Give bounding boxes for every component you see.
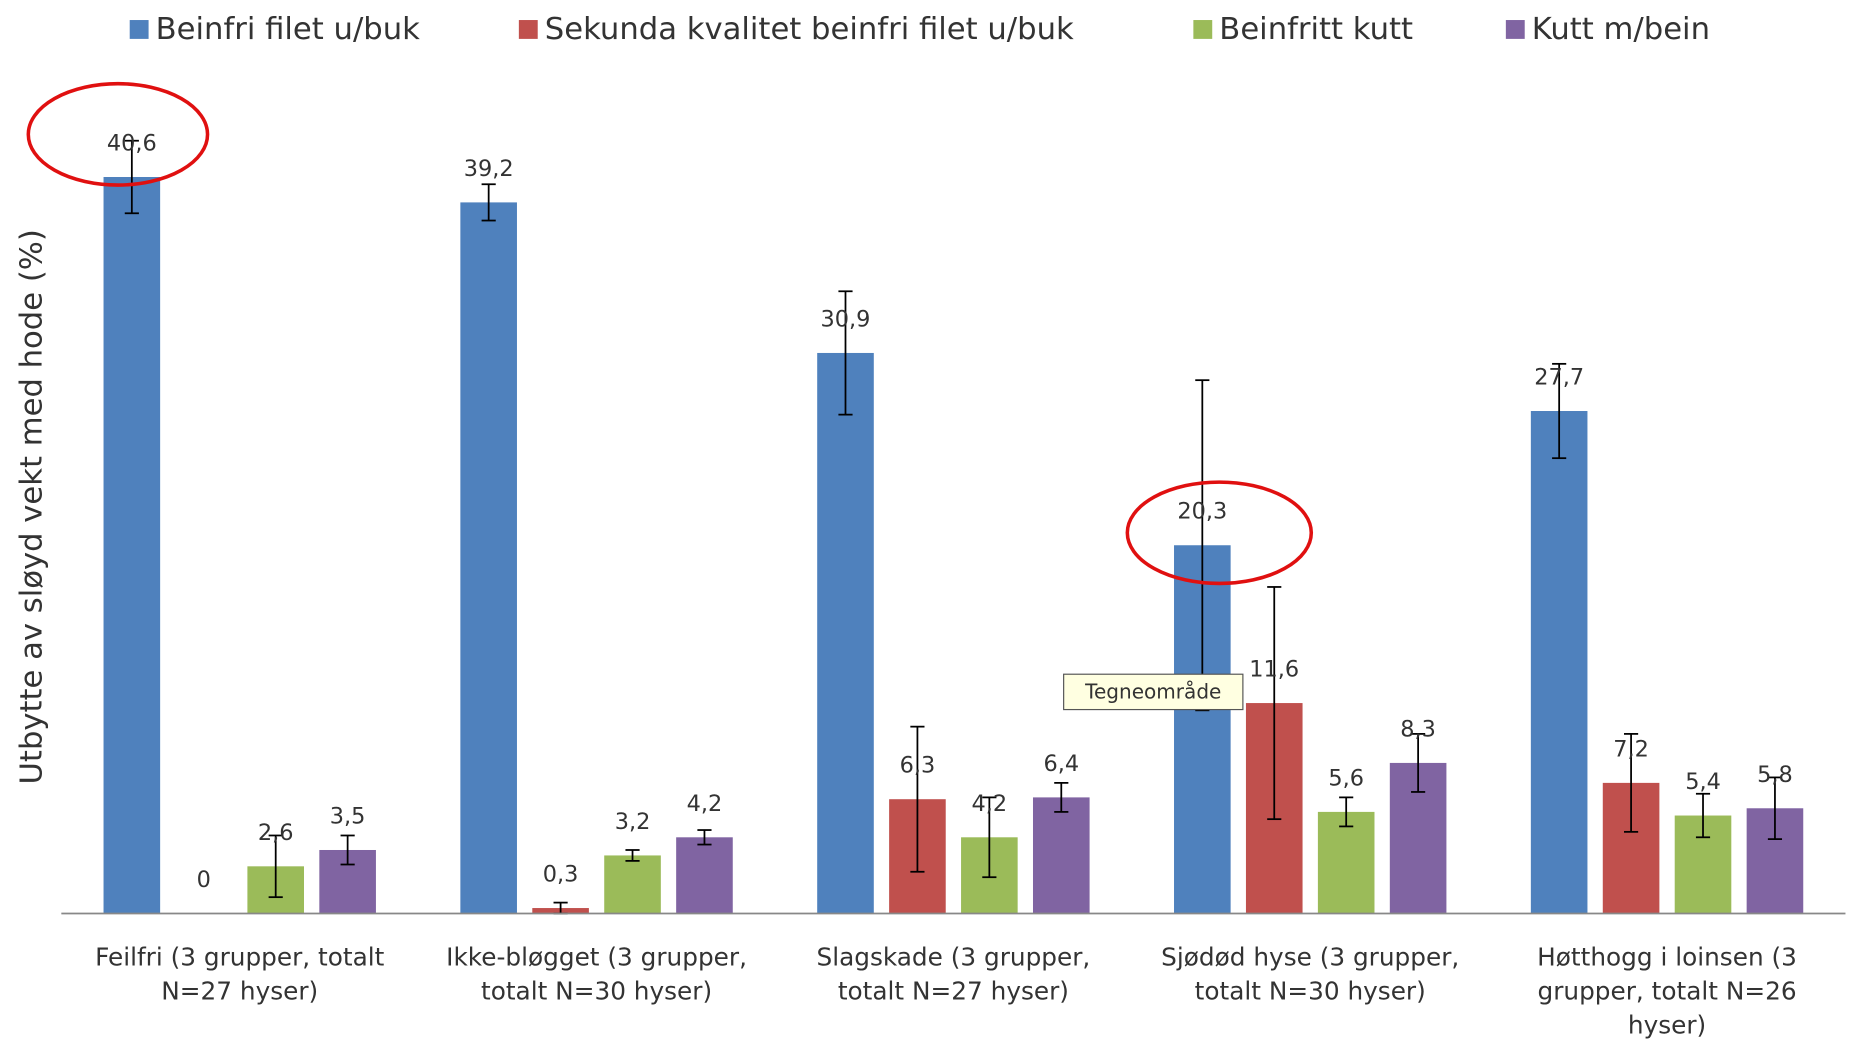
- data-label: 7,2: [1613, 736, 1649, 762]
- legend-label: Sekunda kvalitet beinfri filet u/buk: [545, 12, 1074, 47]
- legend-label: Beinfritt kutt: [1219, 12, 1413, 47]
- data-label: 4,2: [972, 791, 1008, 817]
- data-label: 5,6: [1328, 765, 1364, 791]
- data-label: 39,2: [464, 156, 514, 182]
- legend-label: Beinfri filet u/buk: [156, 12, 421, 47]
- data-label: 0,3: [543, 862, 579, 888]
- bar: [1317, 811, 1375, 914]
- data-label: 8,3: [1400, 716, 1436, 742]
- legend-label: Kutt m/bein: [1532, 12, 1710, 47]
- highlight-circle: [1125, 480, 1314, 586]
- legend-swatch: [129, 20, 149, 39]
- x-tick-label: Feilfri (3 grupper, totalt: [95, 942, 385, 971]
- x-tick-label: Sjødød hyse (3 grupper,: [1161, 942, 1459, 971]
- x-tick-label: Slagskade (3 grupper,: [816, 942, 1090, 971]
- data-label: 5,8: [1757, 762, 1793, 788]
- bar: [1530, 411, 1588, 914]
- data-label: 27,7: [1534, 365, 1584, 391]
- data-label: 6,3: [900, 753, 936, 779]
- bar: [103, 176, 161, 914]
- highlight-circle: [26, 81, 210, 187]
- tooltip: Tegneområde: [1084, 680, 1221, 704]
- x-tick-label: totalt N=30 hyser): [1195, 976, 1426, 1005]
- legend-swatch: [518, 20, 538, 39]
- bar: [817, 352, 874, 914]
- data-label: 40,6: [107, 130, 157, 156]
- data-label: 0: [197, 867, 211, 893]
- x-tick-label: Høtthogg i loinsen (3: [1537, 942, 1797, 971]
- y-axis-label: Utbytte av sløyd vekt med hode (%): [15, 229, 50, 784]
- data-label: 2,6: [258, 820, 294, 846]
- bar: [604, 855, 661, 914]
- data-label: 30,9: [821, 306, 871, 332]
- x-tick-label: totalt N=30 hyser): [481, 976, 712, 1005]
- x-tick-label: N=27 hyser): [161, 976, 318, 1005]
- data-label: 6,4: [1043, 751, 1079, 777]
- x-tick-label: totalt N=27 hyser): [838, 976, 1069, 1005]
- data-label: 4,2: [687, 791, 723, 817]
- x-tick-label: grupper, totalt N=26: [1537, 976, 1796, 1005]
- data-label: 3,5: [330, 803, 366, 829]
- x-tick-label: Ikke-bløgget (3 grupper,: [446, 942, 747, 971]
- data-label: 20,3: [1177, 499, 1227, 525]
- data-label: 11,6: [1249, 657, 1299, 683]
- x-tick-label: hyser): [1628, 1011, 1706, 1040]
- data-label: 3,2: [615, 809, 651, 835]
- bar: [1032, 797, 1090, 914]
- bar: [676, 837, 733, 914]
- legend-swatch: [1193, 20, 1213, 39]
- data-label: 5,4: [1685, 769, 1721, 795]
- legend-swatch: [1505, 20, 1525, 39]
- tooltip-box: [1063, 673, 1244, 711]
- bar: [460, 202, 517, 914]
